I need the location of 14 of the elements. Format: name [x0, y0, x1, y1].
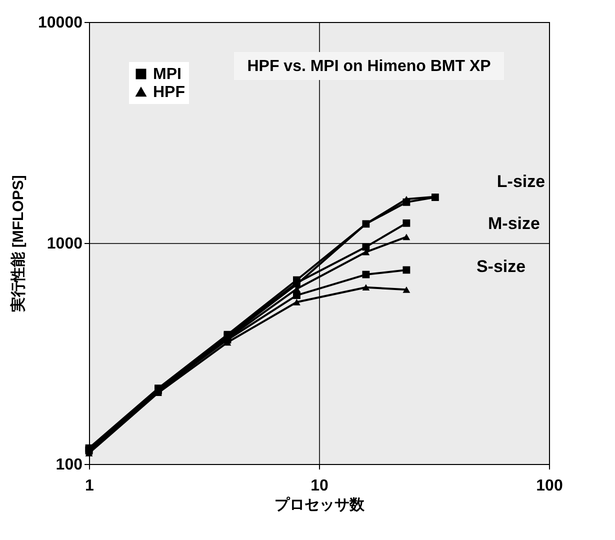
y-axis-title: 実行性能 [MFLOPS] — [9, 175, 28, 313]
y-tick-label: 100 — [56, 456, 83, 474]
legend-label: MPI — [153, 66, 182, 83]
x-tick-label: 1 — [85, 478, 94, 494]
annotation: L-size — [496, 172, 546, 191]
y-tick-label: 1000 — [46, 236, 83, 252]
x-tick-label: 10 — [310, 478, 328, 494]
legend-label: HPF — [153, 84, 186, 101]
annotation: M-size — [488, 214, 540, 233]
y-tick-label: 10000 — [38, 14, 83, 32]
annotation: S-size — [476, 257, 526, 276]
text: HPF vs. MPI on Himeno BMT XP — [247, 58, 492, 75]
x-tick-label: 100 — [536, 478, 563, 494]
x-axis-title: プロセッサ数 — [274, 496, 366, 514]
